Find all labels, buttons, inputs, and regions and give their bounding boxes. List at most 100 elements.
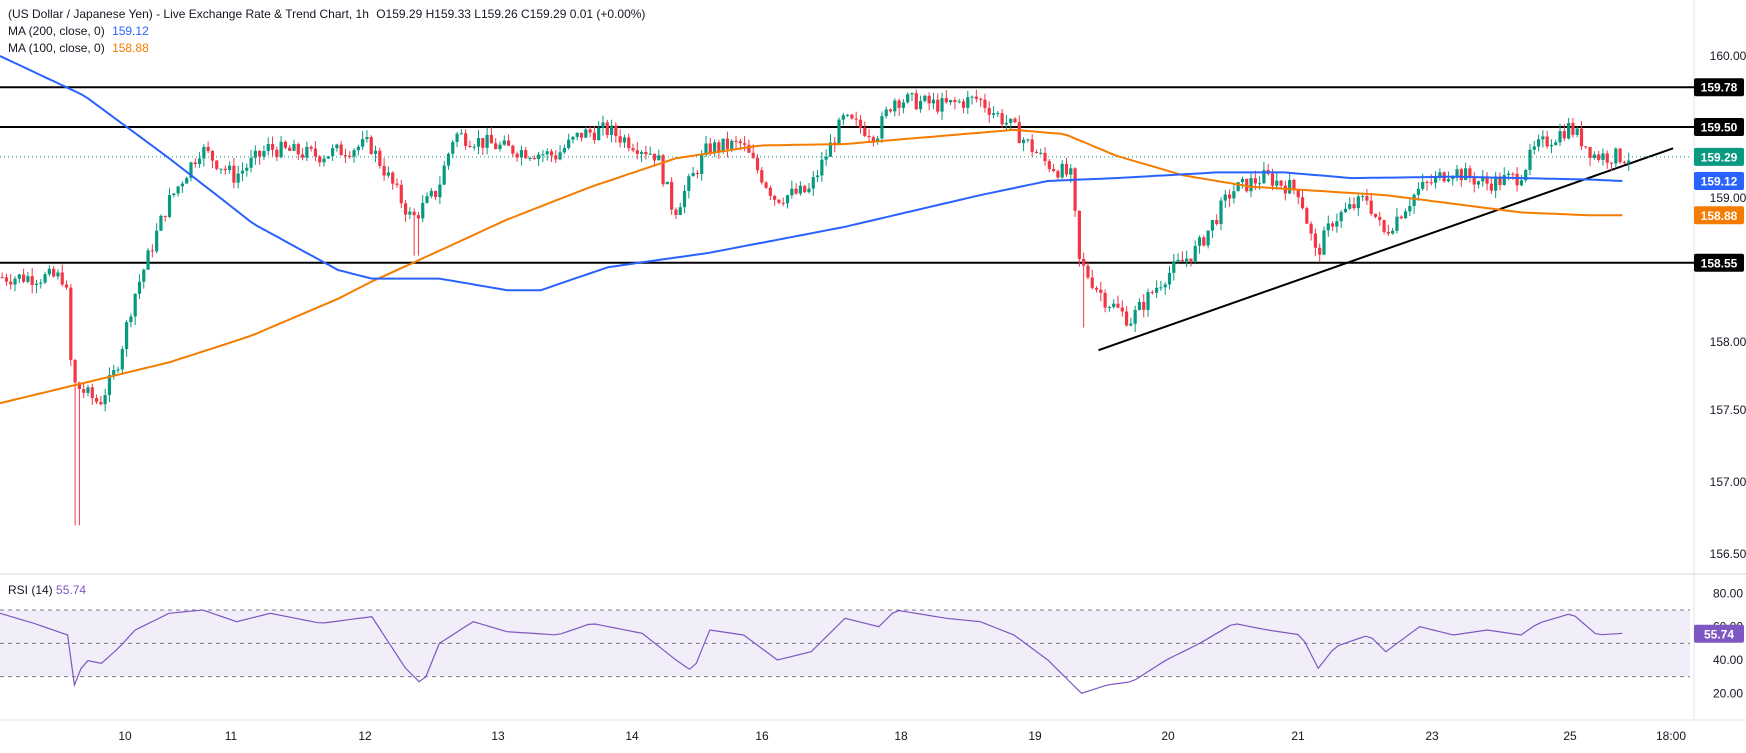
candle-body <box>1009 118 1013 123</box>
candle-body <box>944 98 948 103</box>
candle-body <box>987 107 991 115</box>
candle-body <box>970 96 974 98</box>
candle-body <box>820 159 824 176</box>
candle-body <box>1416 188 1421 195</box>
candle-body <box>1249 178 1253 192</box>
candle-body <box>571 136 575 140</box>
candle-body <box>906 94 910 103</box>
candle-body <box>601 122 605 128</box>
candle-body <box>1313 233 1318 248</box>
price-tick-0: 160.00 <box>1710 49 1746 63</box>
candle-body <box>451 141 455 154</box>
candle-body <box>1270 173 1275 186</box>
candle-body <box>519 150 524 158</box>
candle-body <box>1579 128 1584 147</box>
candle-body <box>468 145 472 147</box>
candle-body <box>228 165 232 171</box>
candle-body <box>605 122 609 135</box>
candle-body <box>953 100 957 103</box>
candle-body <box>1219 200 1223 224</box>
candle-body <box>957 101 961 103</box>
candle-body <box>163 215 167 217</box>
candle-body <box>60 272 64 285</box>
rsi-legend-label: RSI (14) <box>8 583 53 597</box>
candle-body <box>751 152 755 158</box>
level-badge-0: 159.78 <box>1694 78 1744 97</box>
legend-ma100-row[interactable]: MA (100, close, 0) 158.88 <box>8 40 649 57</box>
candle-body <box>918 101 923 110</box>
candle-body <box>17 274 21 279</box>
trendline <box>1098 147 1674 352</box>
candle-body <box>730 140 734 149</box>
candle-body <box>1236 182 1240 192</box>
candle-body <box>343 155 348 157</box>
chart-legend: (US Dollar / Japanese Yen) - Live Exchan… <box>8 6 649 57</box>
time-tick-12: 18:00 <box>1656 729 1686 743</box>
candle-body <box>1399 216 1403 219</box>
candle-body <box>790 188 794 196</box>
candle-body <box>489 134 494 144</box>
candle-body <box>309 146 313 149</box>
candle-body <box>1438 172 1442 177</box>
time-tick-11: 25 <box>1563 729 1577 743</box>
candle-body <box>176 186 180 194</box>
candle-body <box>112 370 116 376</box>
candle-body <box>1197 237 1202 246</box>
level-badge-2: 158.55 <box>1694 253 1744 272</box>
candle-body <box>506 140 511 146</box>
candle-body <box>592 132 597 141</box>
candle-body <box>1013 118 1017 123</box>
candle-body <box>382 165 386 176</box>
candle-body <box>1094 287 1099 290</box>
candle-body <box>670 181 674 210</box>
legend-title-row: (US Dollar / Japanese Yen) - Live Exchan… <box>8 6 649 23</box>
candle-body <box>1069 168 1073 175</box>
candle-body <box>1421 181 1425 189</box>
candle-body <box>1073 168 1077 211</box>
candle-body <box>77 382 81 390</box>
candle-body <box>180 183 184 187</box>
candle-body <box>1609 162 1614 164</box>
rsi-legend[interactable]: RSI (14) 55.74 <box>8 583 86 597</box>
candle-body <box>1558 131 1562 143</box>
time-tick-8: 20 <box>1161 729 1175 743</box>
time-tick-7: 19 <box>1028 729 1042 743</box>
candle-body <box>897 100 901 108</box>
candle-body <box>296 144 300 155</box>
candle-body <box>961 101 966 108</box>
candle-body <box>223 168 227 171</box>
candle-body <box>528 157 532 159</box>
candle-body <box>695 172 700 174</box>
candle-body <box>1004 122 1009 125</box>
candle-body <box>1519 180 1524 186</box>
candle-body <box>1309 223 1313 234</box>
candle-body <box>1532 146 1536 150</box>
candle-body <box>326 156 330 159</box>
candle-body <box>1356 196 1360 209</box>
candle-body <box>537 154 541 160</box>
candle-body <box>738 141 742 144</box>
candle-body <box>901 102 906 108</box>
candle-body <box>721 138 725 152</box>
candle-body <box>26 276 30 282</box>
candle-body <box>206 146 210 151</box>
candle-body <box>678 207 682 215</box>
candle-body <box>172 193 176 195</box>
candle-body <box>558 152 562 160</box>
candle-body <box>245 167 249 171</box>
candle-body <box>858 119 863 128</box>
candle-body <box>1150 291 1154 293</box>
candle-body <box>34 283 39 285</box>
candle-body <box>923 95 927 102</box>
candle-body <box>657 155 661 161</box>
candle-body <box>597 127 601 141</box>
legend-symbol-title[interactable]: (US Dollar / Japanese Yen) - Live Exchan… <box>8 7 369 21</box>
candle-body <box>1189 258 1193 262</box>
candle-body <box>446 153 451 166</box>
candle-body <box>811 177 815 189</box>
candle-body <box>1202 237 1206 246</box>
legend-ma200-row[interactable]: MA (200, close, 0) 159.12 <box>8 23 649 40</box>
candle-body <box>1571 123 1575 135</box>
